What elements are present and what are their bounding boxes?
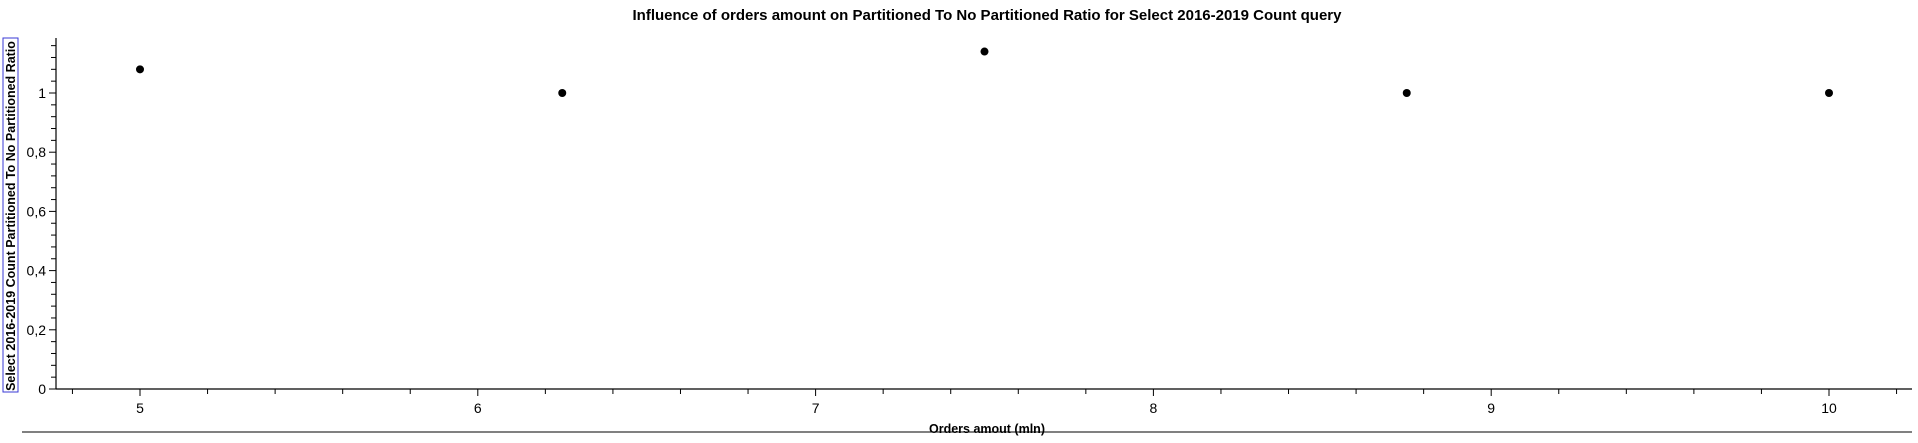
- x-tick-label: 6: [474, 400, 482, 416]
- data-points: [136, 47, 1833, 97]
- y-axis-ticks: 0 0,2 0,4 0,6 0,8 1: [27, 45, 56, 397]
- x-tick-label: 7: [812, 400, 820, 416]
- x-tick-label: 8: [1150, 400, 1158, 416]
- x-tick-label: 9: [1487, 400, 1495, 416]
- data-point: [1402, 89, 1411, 97]
- data-point: [136, 65, 144, 74]
- chart-title: Influence of orders amount on Partitione…: [633, 7, 1343, 24]
- data-point: [1825, 89, 1833, 97]
- y-tick-label: 0,6: [27, 203, 47, 219]
- x-axis-ticks: 5 6 7 8 9 10: [71, 389, 1898, 416]
- y-tick-label: 0,8: [27, 144, 47, 160]
- data-point: [558, 89, 567, 97]
- y-axis-label: Select 2016-2019 Count Partitioned To No…: [4, 41, 18, 391]
- y-tick-label: 0: [38, 381, 46, 397]
- data-point: [980, 47, 989, 56]
- x-tick-label: 5: [136, 400, 144, 416]
- y-tick-label: 0,2: [27, 322, 47, 338]
- y-axis-label-frame: [2, 37, 19, 393]
- y-tick-label: 1: [38, 85, 46, 101]
- y-tick-label: 0,4: [27, 263, 47, 279]
- x-tick-label: 10: [1821, 400, 1837, 416]
- x-axis-label: Orders amout (mln): [929, 422, 1045, 436]
- axes: [22, 38, 1912, 433]
